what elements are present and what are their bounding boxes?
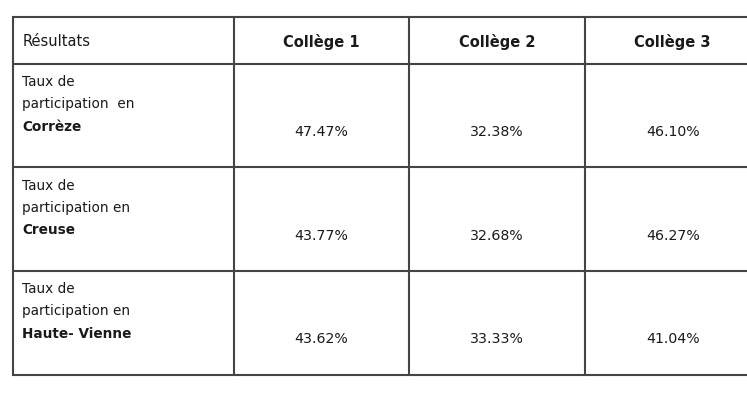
Text: Taux de: Taux de [22,75,75,89]
Text: participation en: participation en [22,304,131,318]
Text: 46.10%: 46.10% [646,125,699,139]
Bar [13,18,747,375]
Text: 32.38%: 32.38% [471,125,524,139]
Text: 43.77%: 43.77% [294,228,349,242]
Text: participation  en: participation en [22,97,135,111]
Text: 33.33%: 33.33% [470,332,524,345]
Text: Corrèze: Corrèze [22,119,81,133]
Text: Collège 1: Collège 1 [283,34,360,49]
Text: Creuse: Creuse [22,223,75,237]
Text: Taux de: Taux de [22,281,75,295]
Text: Résultats: Résultats [22,34,90,49]
Text: Haute- Vienne: Haute- Vienne [22,326,131,340]
Text: 46.27%: 46.27% [646,228,699,242]
Text: Collège 3: Collège 3 [634,34,711,49]
Text: participation en: participation en [22,200,131,214]
Text: Taux de: Taux de [22,178,75,192]
Text: 47.47%: 47.47% [294,125,349,139]
Text: 43.62%: 43.62% [295,332,348,345]
Text: 41.04%: 41.04% [646,332,699,345]
Text: Collège 2: Collège 2 [459,34,536,49]
Text: 32.68%: 32.68% [471,228,524,242]
